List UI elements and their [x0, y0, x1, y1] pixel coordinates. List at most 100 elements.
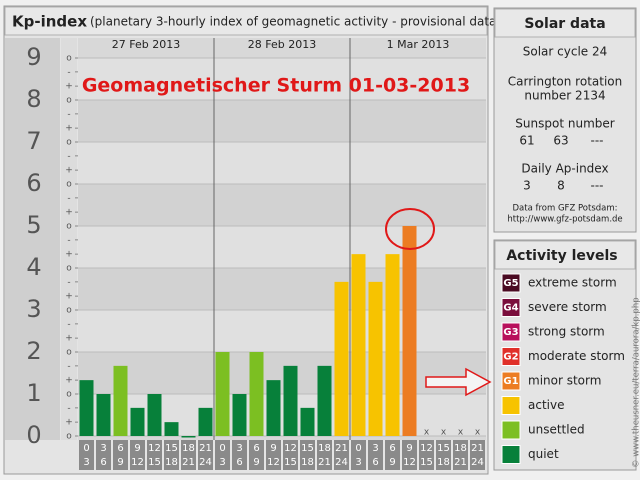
bar	[114, 366, 128, 436]
x-tick-label: 3	[83, 457, 89, 468]
date-label: 1 Mar 2013	[387, 38, 450, 51]
legend-label: unsettled	[528, 423, 585, 437]
x-tick-label: 21	[318, 457, 331, 468]
carrington: number 2134	[524, 89, 605, 103]
minor-tick-label: -	[67, 277, 70, 287]
minor-tick-label: o	[66, 222, 72, 232]
bar	[352, 254, 366, 436]
chart-title: Kp-index	[12, 13, 87, 31]
bar	[131, 408, 145, 436]
x-tick-label: 3	[355, 457, 361, 468]
bar	[335, 282, 349, 436]
bar	[182, 436, 196, 438]
solar-cycle: Solar cycle 24	[523, 45, 608, 59]
x-tick-label: 6	[117, 443, 123, 454]
x-tick-label: 15	[284, 457, 297, 468]
source: http://www.gfz-potsdam.de	[507, 215, 622, 225]
y-tick-label: 3	[26, 295, 41, 323]
bar	[199, 408, 213, 436]
y-tick-label: 0	[26, 421, 41, 449]
missing-marker: x	[441, 428, 447, 438]
ap-label: Daily Ap-index	[521, 162, 608, 176]
minor-tick-label: -	[67, 319, 70, 329]
x-tick-label: 3	[372, 443, 378, 454]
missing-marker: x	[424, 428, 430, 438]
y-tick-label: 1	[26, 379, 41, 407]
minor-tick-label: o	[66, 264, 72, 274]
levels-title: Activity levels	[506, 248, 617, 264]
level-badge: G4	[503, 303, 518, 314]
x-tick-label: 12	[267, 457, 280, 468]
legend-label: quiet	[528, 447, 559, 461]
x-tick-label: 9	[406, 443, 412, 454]
minor-tick-label: o	[66, 432, 72, 442]
x-tick-label: 15	[165, 443, 178, 454]
ap-value: 8	[557, 179, 565, 193]
minor-tick-label: o	[66, 96, 72, 106]
x-tick-label: 9	[117, 457, 123, 468]
minor-tick-label: o	[66, 138, 72, 148]
solar-title: Solar data	[524, 16, 605, 32]
y-tick-label: 4	[26, 253, 41, 281]
x-tick-label: 12	[148, 443, 161, 454]
x-tick-label: 3	[100, 443, 106, 454]
band	[78, 184, 486, 226]
bar	[233, 394, 247, 436]
y-tick-label: 8	[26, 85, 41, 113]
x-tick-label: 15	[148, 457, 161, 468]
ap-value: ---	[591, 179, 604, 193]
x-tick-label: 12	[403, 457, 416, 468]
x-tick-label: 9	[389, 457, 395, 468]
y-tick-label: 5	[26, 211, 41, 239]
minor-tick-label: o	[66, 390, 72, 400]
carrington: Carrington rotation	[508, 75, 622, 89]
minor-tick-label: +	[65, 292, 73, 302]
sunspot-value: 63	[553, 134, 568, 148]
x-tick-label: 6	[236, 457, 242, 468]
x-tick-label: 15	[437, 443, 450, 454]
x-tick-label: 9	[134, 443, 140, 454]
x-tick-label: 15	[301, 443, 314, 454]
minor-tick-label: -	[67, 193, 70, 203]
bar	[301, 408, 315, 436]
legend-label: severe storm	[528, 300, 607, 314]
bar	[369, 282, 383, 436]
bar	[284, 366, 298, 436]
bar	[386, 254, 400, 436]
x-tick-label: 21	[471, 443, 484, 454]
bar	[250, 352, 264, 436]
minor-tick-label: -	[67, 67, 70, 77]
y-tick-label: 2	[26, 337, 41, 365]
level-swatch	[502, 446, 520, 464]
ap-value: 3	[523, 179, 531, 193]
band	[78, 352, 486, 394]
x-tick-label: 12	[131, 457, 144, 468]
minor-tick-label: +	[65, 208, 73, 218]
x-tick-label: 18	[454, 443, 467, 454]
bar	[318, 366, 332, 436]
level-badge: G1	[503, 376, 518, 387]
sunspot-value: 61	[519, 134, 534, 148]
legend-label: minor storm	[528, 374, 601, 388]
minor-tick-label: o	[66, 180, 72, 190]
x-tick-label: 0	[219, 443, 225, 454]
x-tick-label: 21	[454, 457, 467, 468]
missing-marker: x	[475, 428, 481, 438]
x-tick-label: 18	[182, 443, 195, 454]
x-tick-label: 18	[165, 457, 178, 468]
annotation: Geomagnetischer Sturm 01-03-2013	[82, 75, 470, 97]
x-tick-label: 3	[236, 443, 242, 454]
bar	[148, 394, 162, 436]
x-tick-label: 18	[437, 457, 450, 468]
bar	[97, 394, 111, 436]
level-badge: G2	[503, 352, 518, 363]
band	[78, 268, 486, 310]
minor-tick-label: +	[65, 82, 73, 92]
x-tick-label: 0	[83, 443, 89, 454]
x-tick-label: 6	[372, 457, 378, 468]
minor-tick-label: -	[67, 361, 70, 371]
x-tick-label: 12	[420, 443, 433, 454]
date-label: 28 Feb 2013	[248, 38, 316, 51]
x-tick-label: 24	[335, 457, 348, 468]
